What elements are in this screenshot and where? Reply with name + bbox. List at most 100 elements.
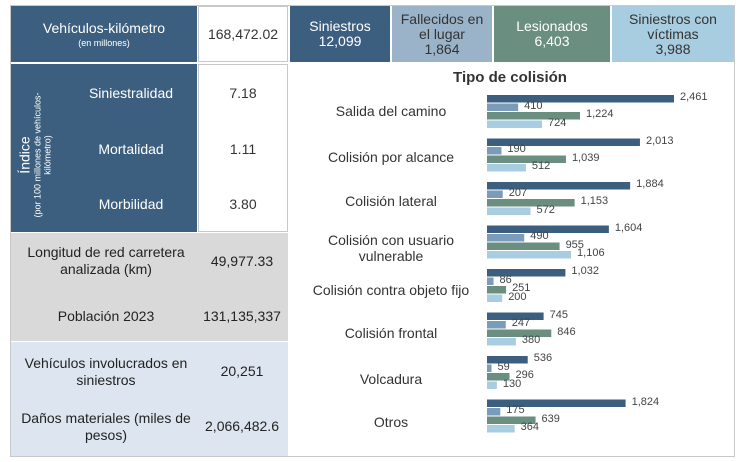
value-label: 251	[512, 282, 531, 294]
bar	[487, 225, 609, 233]
stat-value: 6,403	[534, 33, 570, 49]
category-label: Colisión con usuario vulnerable	[327, 232, 455, 264]
value-label: 745	[549, 308, 568, 321]
index-value-siniestralidad: 7.18	[229, 85, 257, 101]
value-label: 724	[548, 116, 567, 129]
bar	[487, 155, 566, 163]
value-label: 296	[515, 369, 534, 381]
bar	[487, 425, 515, 433]
stat-value: 12,099	[318, 33, 362, 49]
index-label-mortalidad: Mortalidad	[98, 141, 164, 157]
value-label: 2,013	[645, 134, 674, 147]
index-block	[11, 64, 197, 232]
stat-fallecidos: Fallecidos en el lugar 1,864	[392, 6, 492, 62]
value-label: 1,884	[636, 178, 664, 190]
value-label: 1,824	[631, 395, 660, 408]
index-value-morbilidad: 3.80	[229, 196, 257, 212]
bar	[487, 416, 536, 424]
bar	[487, 356, 528, 364]
stat-siniestros: Siniestros 12,099	[290, 6, 390, 62]
value-label: 1,604	[614, 221, 643, 234]
value-label: 1,106	[577, 247, 605, 259]
stat-siniestros-victimas: Siniestros con víctimas 3,988	[612, 6, 734, 62]
value-label: 364	[520, 421, 540, 433]
bar	[487, 147, 502, 155]
bar	[487, 190, 503, 198]
stat-label: Fallecidos en el lugar	[400, 10, 484, 42]
category-label: Otros	[373, 414, 409, 430]
value-label: 1,153	[580, 195, 609, 207]
index-label-siniestralidad: Siniestralidad	[88, 85, 174, 101]
value-label: 2,461	[680, 91, 708, 103]
chart-title: Tipo de colisión	[453, 69, 567, 86]
stat-value: 1,864	[424, 40, 460, 57]
bar	[487, 399, 626, 407]
bar	[487, 408, 501, 416]
bar	[487, 294, 503, 302]
bar	[487, 164, 526, 172]
vk-subtitle: (en millones)	[78, 38, 130, 48]
value-label: 175	[506, 404, 525, 416]
vk-value-cell: 168,472.02	[198, 6, 288, 62]
value-label: 955	[565, 238, 584, 251]
index-values-block	[198, 64, 288, 232]
dashboard-frame	[10, 5, 735, 457]
vk-title: Vehículos-kilómetro	[42, 20, 166, 36]
bar	[487, 373, 510, 381]
poblacion-label: Población 2023	[57, 308, 155, 324]
value-label: 490	[530, 230, 549, 242]
bar	[487, 251, 572, 259]
category-label: Volcadura	[359, 371, 423, 387]
value-label: 846	[557, 325, 576, 338]
bar	[487, 286, 507, 294]
value-label: 200	[508, 290, 527, 303]
bar	[487, 182, 631, 190]
stat-label: Siniestros	[309, 18, 371, 34]
chart-panel	[289, 63, 733, 456]
bar	[487, 329, 552, 337]
grey-block	[11, 233, 288, 341]
value-label: 247	[511, 317, 531, 329]
stat-label: Siniestros con víctimas	[629, 10, 717, 42]
stat-label: Lesionados	[516, 18, 588, 34]
bar	[487, 199, 575, 207]
bar	[487, 207, 531, 215]
stat-lesionados: Lesionados 6,403	[494, 6, 610, 62]
bar	[487, 338, 516, 346]
value-label: 512	[531, 160, 551, 172]
value-label: 59	[497, 360, 510, 373]
value-label: 1,039	[571, 151, 600, 164]
bar	[487, 312, 544, 320]
danos-materiales-value: 2,066,482.6	[205, 418, 279, 434]
bar	[487, 234, 525, 242]
value-label: 639	[541, 412, 560, 425]
value-label: 207	[508, 186, 528, 199]
category-label: Colisión contra objeto fijo	[312, 282, 470, 298]
value-label: 1,032	[571, 265, 599, 277]
danos-materiales-label: Daños materiales (miles de pesos)	[21, 410, 191, 443]
bar	[487, 242, 560, 250]
category-label: Colisión por alcance	[327, 149, 455, 165]
category-label: Colisión lateral	[345, 193, 437, 209]
poblacion-value: 131,135,337	[203, 308, 281, 324]
value-label: 1,224	[586, 108, 614, 120]
value-label: 572	[536, 203, 555, 216]
value-label: 190	[507, 143, 526, 155]
index-label-morbilidad: Morbilidad	[98, 196, 164, 212]
bar	[487, 103, 519, 111]
red-carretera-label: Longitud de red carretera analizada (km)	[27, 244, 185, 277]
category-label: Colisión frontal	[344, 325, 438, 341]
stat-value: 3,988	[655, 40, 691, 57]
vk-value: 168,472.02	[207, 26, 279, 42]
bar	[487, 112, 581, 120]
value-label: 86	[499, 273, 512, 286]
category-label: Salida del camino	[335, 103, 447, 119]
bar	[487, 138, 640, 146]
red-carretera-value: 49,977.33	[210, 253, 274, 269]
bar	[487, 364, 492, 372]
value-label: 536	[533, 352, 553, 364]
index-value-mortalidad: 1.11	[229, 141, 257, 157]
vehiculos-involucrados-value: 20,251	[220, 363, 264, 379]
bar	[487, 269, 566, 277]
bar	[487, 381, 497, 389]
